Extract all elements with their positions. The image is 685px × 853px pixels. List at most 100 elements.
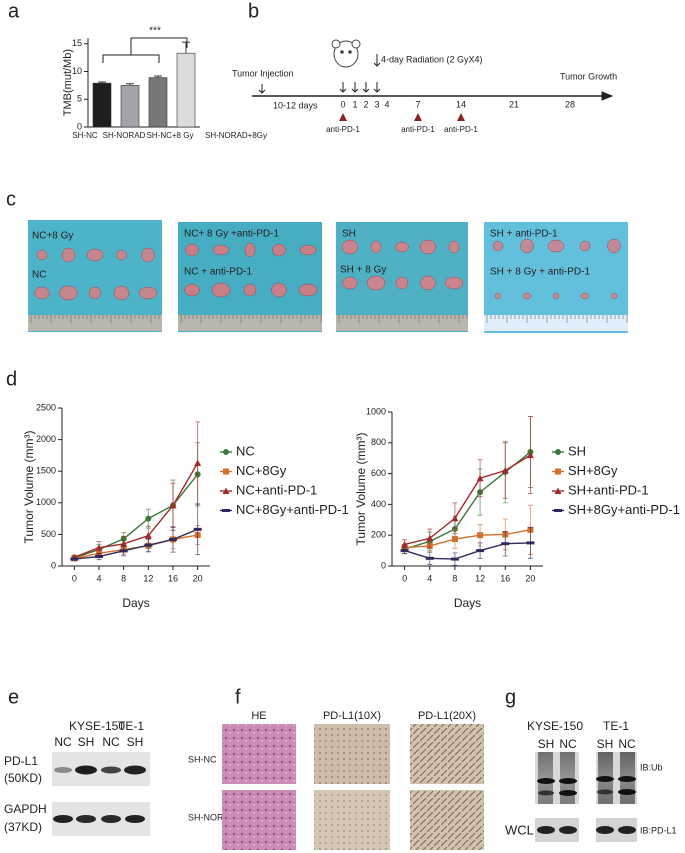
x-tick-label: 12	[475, 573, 485, 583]
point	[476, 549, 485, 553]
y-tick-label: 1000	[36, 497, 56, 507]
tumor	[492, 240, 504, 252]
error-bar	[182, 41, 190, 54]
y-axis-label: TMB(mut/Mb)	[62, 49, 74, 116]
bar	[120, 85, 140, 128]
lane-label: SH	[127, 735, 144, 749]
legend-marker	[223, 449, 229, 455]
x-tick-label: 8	[121, 573, 126, 583]
day-label: 3	[374, 99, 379, 109]
point	[526, 451, 534, 459]
tumor	[243, 283, 257, 297]
legend-label: SH	[568, 443, 586, 458]
y-tick-label: 10	[72, 66, 82, 76]
y-tick-label: 1500	[36, 466, 56, 476]
legend-label: SH+anti-PD-1	[568, 482, 649, 497]
ruler	[336, 315, 468, 331]
y-tick-label: 2000	[36, 434, 56, 444]
x-tick-label: 0	[402, 573, 407, 583]
cell-line: TE-1	[603, 719, 629, 733]
tumor	[342, 276, 358, 290]
tumor	[579, 240, 591, 252]
y-tick-label: 500	[41, 529, 56, 539]
tumor	[141, 247, 155, 263]
point	[426, 534, 434, 542]
x-tick-label: SH-NORAD+8Gy	[205, 131, 267, 140]
point	[95, 544, 103, 551]
series-line	[404, 542, 531, 560]
point	[119, 549, 128, 553]
tumor	[212, 244, 230, 256]
legend-marker	[222, 509, 230, 512]
column-header: PD-L1(10X)	[323, 710, 381, 722]
tumor	[244, 242, 256, 258]
legend-marker	[222, 487, 230, 494]
tumor	[113, 285, 130, 301]
panel-label: b	[248, 0, 259, 22]
tumor	[395, 241, 409, 253]
photo-label: SH + 8 Gy	[340, 265, 386, 276]
point	[476, 474, 484, 482]
day-label: 0	[340, 99, 345, 109]
legend-label: SH+8Gy+anti-PD-1	[568, 502, 680, 517]
point	[425, 556, 434, 560]
point	[400, 549, 409, 553]
ruler	[484, 315, 628, 331]
point	[169, 501, 177, 509]
y-tick-label: 1000	[366, 406, 386, 416]
x-tick-label: 20	[525, 573, 535, 583]
significance-bracket	[102, 37, 188, 63]
series-line	[404, 529, 531, 549]
tumor	[299, 244, 317, 256]
y-tick-label: 200	[371, 530, 386, 540]
tumor	[494, 292, 502, 300]
x-tick-label: 0	[72, 573, 77, 583]
tumor	[185, 243, 199, 257]
y-tick-label: 5	[77, 94, 82, 104]
mouse-icon	[331, 39, 361, 68]
x-tick-label: SH-NORAD	[103, 131, 146, 140]
blot	[535, 752, 637, 842]
error-bar	[154, 75, 162, 78]
timeline-label: 4-day Radiation (2 GyX4)	[381, 54, 483, 64]
tumor	[610, 292, 618, 300]
cell-line: KYSE-150	[527, 719, 583, 733]
panel-label: c	[6, 188, 16, 210]
day-label: 14	[456, 99, 466, 109]
protein-label: GAPDH	[4, 802, 47, 816]
point	[120, 540, 128, 547]
tumor	[86, 248, 104, 262]
legend-label: NC+8Gy+anti-PD-1	[236, 502, 349, 517]
legend-marker	[555, 449, 561, 455]
y-tick-label: 400	[371, 499, 386, 509]
panel-label: e	[8, 686, 19, 708]
series-line	[74, 534, 198, 560]
series-line	[74, 528, 198, 560]
photo-label: NC+ 8 Gy +anti-PD-1	[184, 229, 279, 240]
panel-label: f	[235, 686, 241, 708]
error-bar	[98, 81, 106, 84]
x-tick-label: 12	[143, 573, 153, 583]
legend-marker	[554, 487, 562, 494]
point	[477, 532, 484, 539]
point	[501, 542, 510, 546]
bar	[92, 82, 112, 128]
photo	[28, 220, 162, 332]
point	[401, 540, 409, 548]
tumor	[272, 243, 286, 257]
tumor	[370, 240, 382, 254]
x-tick-label: SH-NC	[72, 131, 98, 140]
tumor	[607, 238, 621, 254]
panel-label: g	[505, 686, 516, 708]
error-bar	[126, 83, 134, 86]
day-label: 28	[565, 99, 575, 109]
x-tick-label: 8	[452, 573, 457, 583]
antibody-label: IB:Ub	[640, 762, 663, 772]
photo-label: SH + anti-PD-1	[490, 229, 558, 240]
legend-label: SH+8Gy	[568, 463, 618, 478]
timeline-label: 10-12 days	[273, 100, 318, 110]
tumor	[271, 282, 287, 298]
protein-size: (50KD)	[4, 771, 42, 785]
significance: ***	[149, 26, 161, 37]
point	[193, 527, 202, 531]
